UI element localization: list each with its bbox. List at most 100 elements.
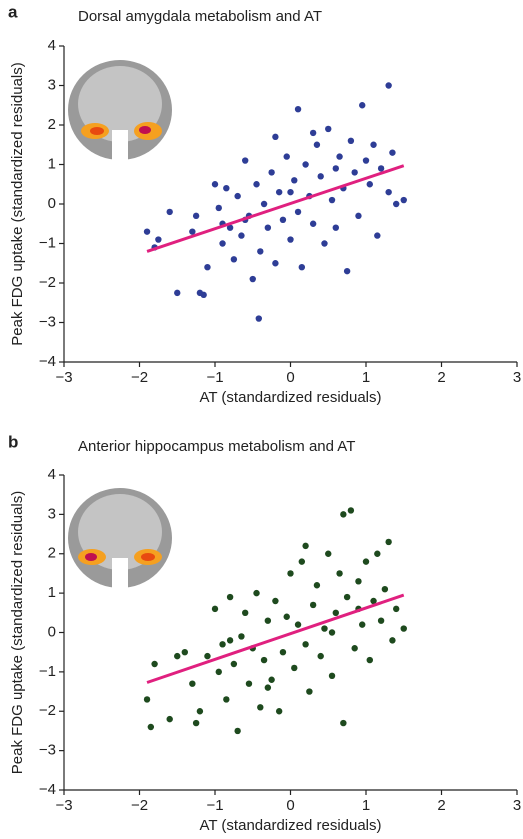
data-point	[238, 633, 244, 639]
data-point	[329, 673, 335, 679]
data-point	[257, 704, 263, 710]
data-point	[261, 657, 267, 663]
x-tick-label: −3	[55, 797, 72, 814]
x-tick-label: 2	[437, 369, 445, 386]
data-point	[268, 169, 274, 175]
data-point	[212, 606, 218, 612]
x-tick-label: −3	[55, 369, 72, 386]
data-point	[276, 189, 282, 195]
data-point	[167, 209, 173, 215]
y-tick-label: −1	[39, 663, 56, 680]
panel-label: b	[8, 432, 18, 451]
data-point	[200, 292, 206, 298]
data-point	[314, 142, 320, 148]
data-point	[223, 696, 229, 702]
x-tick-label: 1	[362, 797, 370, 814]
data-point	[310, 602, 316, 608]
data-point	[272, 134, 278, 140]
data-point	[393, 201, 399, 207]
data-point	[302, 641, 308, 647]
data-point	[155, 236, 161, 242]
y-axis-label: Peak FDG uptake (standardized residuals)	[9, 62, 26, 345]
data-point	[325, 126, 331, 132]
data-point	[385, 189, 391, 195]
data-point	[318, 173, 324, 179]
data-point	[227, 594, 233, 600]
data-point	[401, 625, 407, 631]
x-tick-label: 3	[513, 797, 521, 814]
data-point	[336, 570, 342, 576]
y-tick-label: 1	[48, 155, 56, 172]
data-point	[344, 594, 350, 600]
data-point	[321, 240, 327, 246]
fit-line	[147, 595, 404, 682]
y-tick-label: 0	[48, 623, 56, 640]
x-tick-label: −1	[206, 369, 223, 386]
data-point	[325, 551, 331, 557]
data-point	[295, 621, 301, 627]
x-tick-label: 0	[286, 369, 294, 386]
y-tick-label: 2	[48, 545, 56, 562]
data-point	[242, 610, 248, 616]
data-point	[385, 82, 391, 88]
y-tick-label: 4	[48, 37, 56, 54]
data-point	[204, 264, 210, 270]
data-point	[272, 598, 278, 604]
x-axis-label: AT (standardized residuals)	[199, 817, 381, 834]
x-axis-label: AT (standardized residuals)	[199, 389, 381, 406]
data-point	[276, 708, 282, 714]
data-point	[280, 217, 286, 223]
data-point	[227, 637, 233, 643]
brain-inset	[68, 60, 172, 160]
x-tick-label: 0	[286, 797, 294, 814]
x-tick-label: 1	[362, 369, 370, 386]
data-point	[253, 181, 259, 187]
data-point	[253, 590, 259, 596]
data-point	[348, 138, 354, 144]
data-point	[302, 161, 308, 167]
data-point	[174, 653, 180, 659]
data-point	[219, 240, 225, 246]
data-point	[287, 236, 293, 242]
data-point	[378, 617, 384, 623]
data-point	[148, 724, 154, 730]
data-point	[333, 225, 339, 231]
data-point	[314, 582, 320, 588]
data-point	[310, 221, 316, 227]
y-tick-label: 0	[48, 195, 56, 212]
chart-title: Dorsal amygdala metabolism and AT	[78, 8, 322, 25]
data-point	[284, 153, 290, 159]
data-point	[189, 680, 195, 686]
data-point	[284, 614, 290, 620]
y-tick-label: −1	[39, 234, 56, 251]
data-point	[231, 661, 237, 667]
data-point	[385, 539, 391, 545]
data-point	[189, 228, 195, 234]
data-point	[272, 260, 278, 266]
data-point	[299, 558, 305, 564]
data-point	[401, 197, 407, 203]
data-point	[144, 228, 150, 234]
data-point	[351, 169, 357, 175]
y-tick-label: −3	[39, 313, 56, 330]
data-point	[197, 708, 203, 714]
data-point	[393, 606, 399, 612]
data-point	[329, 197, 335, 203]
data-point	[144, 696, 150, 702]
data-point	[318, 653, 324, 659]
data-point	[295, 209, 301, 215]
data-point	[265, 684, 271, 690]
data-point	[265, 617, 271, 623]
data-point	[256, 315, 262, 321]
data-point	[182, 649, 188, 655]
x-tick-label: 3	[513, 369, 521, 386]
data-point	[257, 248, 263, 254]
data-point	[219, 641, 225, 647]
data-point	[204, 653, 210, 659]
data-point	[389, 149, 395, 155]
data-point	[231, 256, 237, 262]
y-tick-label: −3	[39, 742, 56, 759]
data-point	[321, 625, 327, 631]
data-point	[340, 511, 346, 517]
data-point	[355, 578, 361, 584]
